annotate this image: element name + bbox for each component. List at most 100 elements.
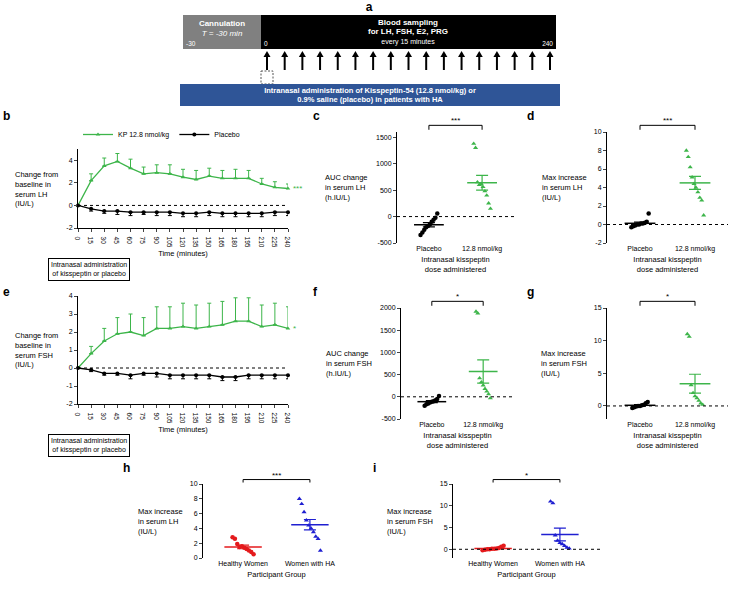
svg-text:5: 5	[444, 524, 448, 531]
svg-text:*: *	[666, 292, 669, 301]
svg-text:Participant Group: Participant Group	[247, 570, 305, 579]
svg-text:120: 120	[179, 413, 186, 424]
svg-text:Max increasein serum FSH(IU/L): Max increasein serum FSH(IU/L)	[387, 507, 433, 536]
svg-text:10: 10	[594, 337, 602, 344]
svg-text:180: 180	[231, 237, 238, 248]
svg-text:150: 150	[205, 413, 212, 424]
svg-text:Change frombaseline inserum LH: Change frombaseline inserum LH(IU/L)	[15, 170, 58, 208]
svg-text:210: 210	[258, 413, 265, 424]
svg-text:500: 500	[384, 371, 396, 378]
svg-text:3: 3	[69, 310, 73, 317]
svg-text:0: 0	[264, 40, 268, 47]
svg-text:60: 60	[126, 237, 133, 245]
svg-text:AUC changein serum LH(h.IU/L): AUC changein serum LH(h.IU/L)	[325, 173, 368, 202]
svg-text:10: 10	[190, 480, 198, 487]
svg-text:2: 2	[69, 179, 73, 186]
svg-text:6: 6	[194, 510, 198, 517]
svg-text:30: 30	[100, 237, 107, 245]
svg-text:T = -30 min: T = -30 min	[202, 29, 243, 38]
svg-text:4: 4	[598, 184, 602, 191]
svg-text:75: 75	[139, 413, 146, 421]
svg-text:***: ***	[272, 471, 281, 480]
svg-text:KP 12.8 nmol/kg: KP 12.8 nmol/kg	[118, 131, 169, 139]
svg-text:5: 5	[598, 370, 602, 377]
svg-text:Placebo: Placebo	[627, 245, 652, 252]
svg-text:Women with HA: Women with HA	[285, 560, 335, 567]
svg-text:0.9% saline (placebo) in patie: 0.9% saline (placebo) in patients with H…	[297, 95, 443, 104]
svg-text:***: ***	[663, 116, 672, 125]
svg-text:0: 0	[392, 393, 396, 400]
svg-text:120: 120	[179, 237, 186, 248]
svg-text:0: 0	[388, 213, 392, 220]
svg-text:***: ***	[451, 116, 460, 125]
svg-text:*: *	[293, 324, 296, 333]
svg-text:2: 2	[598, 202, 602, 209]
svg-text:every 15 minutes: every 15 minutes	[381, 38, 435, 46]
svg-text:4: 4	[194, 525, 198, 532]
svg-text:Intranasal kisspeptindose admi: Intranasal kisspeptindose administered	[633, 431, 701, 450]
svg-text:-2: -2	[66, 400, 72, 407]
svg-text:Healthy Women: Healthy Women	[218, 560, 268, 568]
svg-text:105: 105	[166, 413, 173, 424]
svg-text:-1: -1	[66, 382, 72, 389]
svg-text:195: 195	[244, 413, 251, 424]
svg-text:8: 8	[194, 495, 198, 502]
svg-text:135: 135	[192, 237, 199, 248]
svg-text:Placebo: Placebo	[419, 421, 444, 428]
svg-text:180: 180	[231, 413, 238, 424]
svg-text:Intranasal administrationof ki: Intranasal administrationof kisspeptin o…	[51, 261, 127, 278]
svg-text:195: 195	[244, 237, 251, 248]
svg-text:-30: -30	[186, 40, 196, 47]
svg-text:2: 2	[69, 328, 73, 335]
svg-text:15: 15	[594, 304, 602, 311]
svg-text:15: 15	[87, 237, 94, 245]
svg-text:Time (minutes): Time (minutes)	[158, 425, 208, 434]
svg-text:Placebo: Placebo	[214, 131, 239, 138]
svg-text:1500: 1500	[376, 134, 392, 141]
svg-text:Max increasein serum LH(IU/L): Max increasein serum LH(IU/L)	[542, 173, 587, 202]
svg-text:1000: 1000	[376, 160, 392, 167]
svg-text:6: 6	[598, 165, 602, 172]
svg-text:Max increasein serum FSH(IU/L): Max increasein serum FSH(IU/L)	[541, 349, 587, 378]
svg-text:90: 90	[153, 413, 160, 421]
svg-text:1500: 1500	[380, 327, 396, 334]
svg-text:8: 8	[598, 147, 602, 154]
svg-text:-500: -500	[382, 415, 396, 422]
svg-text:60: 60	[126, 413, 133, 421]
svg-text:a: a	[366, 0, 373, 14]
svg-text:12.8 nmol/kg: 12.8 nmol/kg	[675, 421, 715, 429]
svg-text:for LH, FSH, E2, PRG: for LH, FSH, E2, PRG	[368, 27, 448, 36]
svg-text:Intranasal kisspeptindose admi: Intranasal kisspeptindose administered	[633, 255, 701, 274]
svg-text:1000: 1000	[380, 349, 396, 356]
svg-text:Max increasein serum LH(IU/L): Max increasein serum LH(IU/L)	[138, 507, 183, 536]
svg-text:Placebo: Placebo	[416, 245, 441, 252]
svg-text:-500: -500	[378, 239, 392, 246]
svg-text:165: 165	[218, 413, 225, 424]
svg-text:0: 0	[444, 546, 448, 553]
svg-text:0: 0	[74, 413, 81, 417]
svg-text:210: 210	[258, 237, 265, 248]
svg-text:135: 135	[192, 413, 199, 424]
svg-text:AUC changein serum FSH(h.IU/L): AUC changein serum FSH(h.IU/L)	[326, 349, 372, 378]
svg-text:Intranasal administrationof ki: Intranasal administrationof kisspeptin o…	[51, 437, 127, 454]
svg-text:Intranasal administration of K: Intranasal administration of Kisspeptin-…	[264, 86, 476, 95]
svg-text:Time (minutes): Time (minutes)	[158, 249, 208, 258]
svg-text:***: ***	[293, 184, 302, 193]
svg-text:1: 1	[69, 346, 73, 353]
svg-text:240: 240	[284, 237, 291, 248]
svg-text:45: 45	[113, 413, 120, 421]
svg-text:*: *	[525, 471, 528, 480]
svg-text:30: 30	[100, 413, 107, 421]
svg-text:*: *	[456, 292, 459, 301]
svg-text:15: 15	[440, 480, 448, 487]
svg-text:0: 0	[598, 402, 602, 409]
svg-text:Intranasal kisspeptindose admi: Intranasal kisspeptindose administered	[421, 255, 489, 274]
svg-text:4: 4	[69, 292, 73, 299]
svg-text:240: 240	[542, 40, 553, 47]
svg-text:12.8 nmol/kg: 12.8 nmol/kg	[463, 421, 503, 429]
svg-text:Intranasal kisspeptindose admi: Intranasal kisspeptindose administered	[423, 431, 491, 450]
svg-text:Cannulation: Cannulation	[199, 19, 245, 28]
svg-text:0: 0	[598, 221, 602, 228]
svg-text:Healthy Women: Healthy Women	[468, 560, 518, 568]
svg-text:240: 240	[284, 413, 291, 424]
